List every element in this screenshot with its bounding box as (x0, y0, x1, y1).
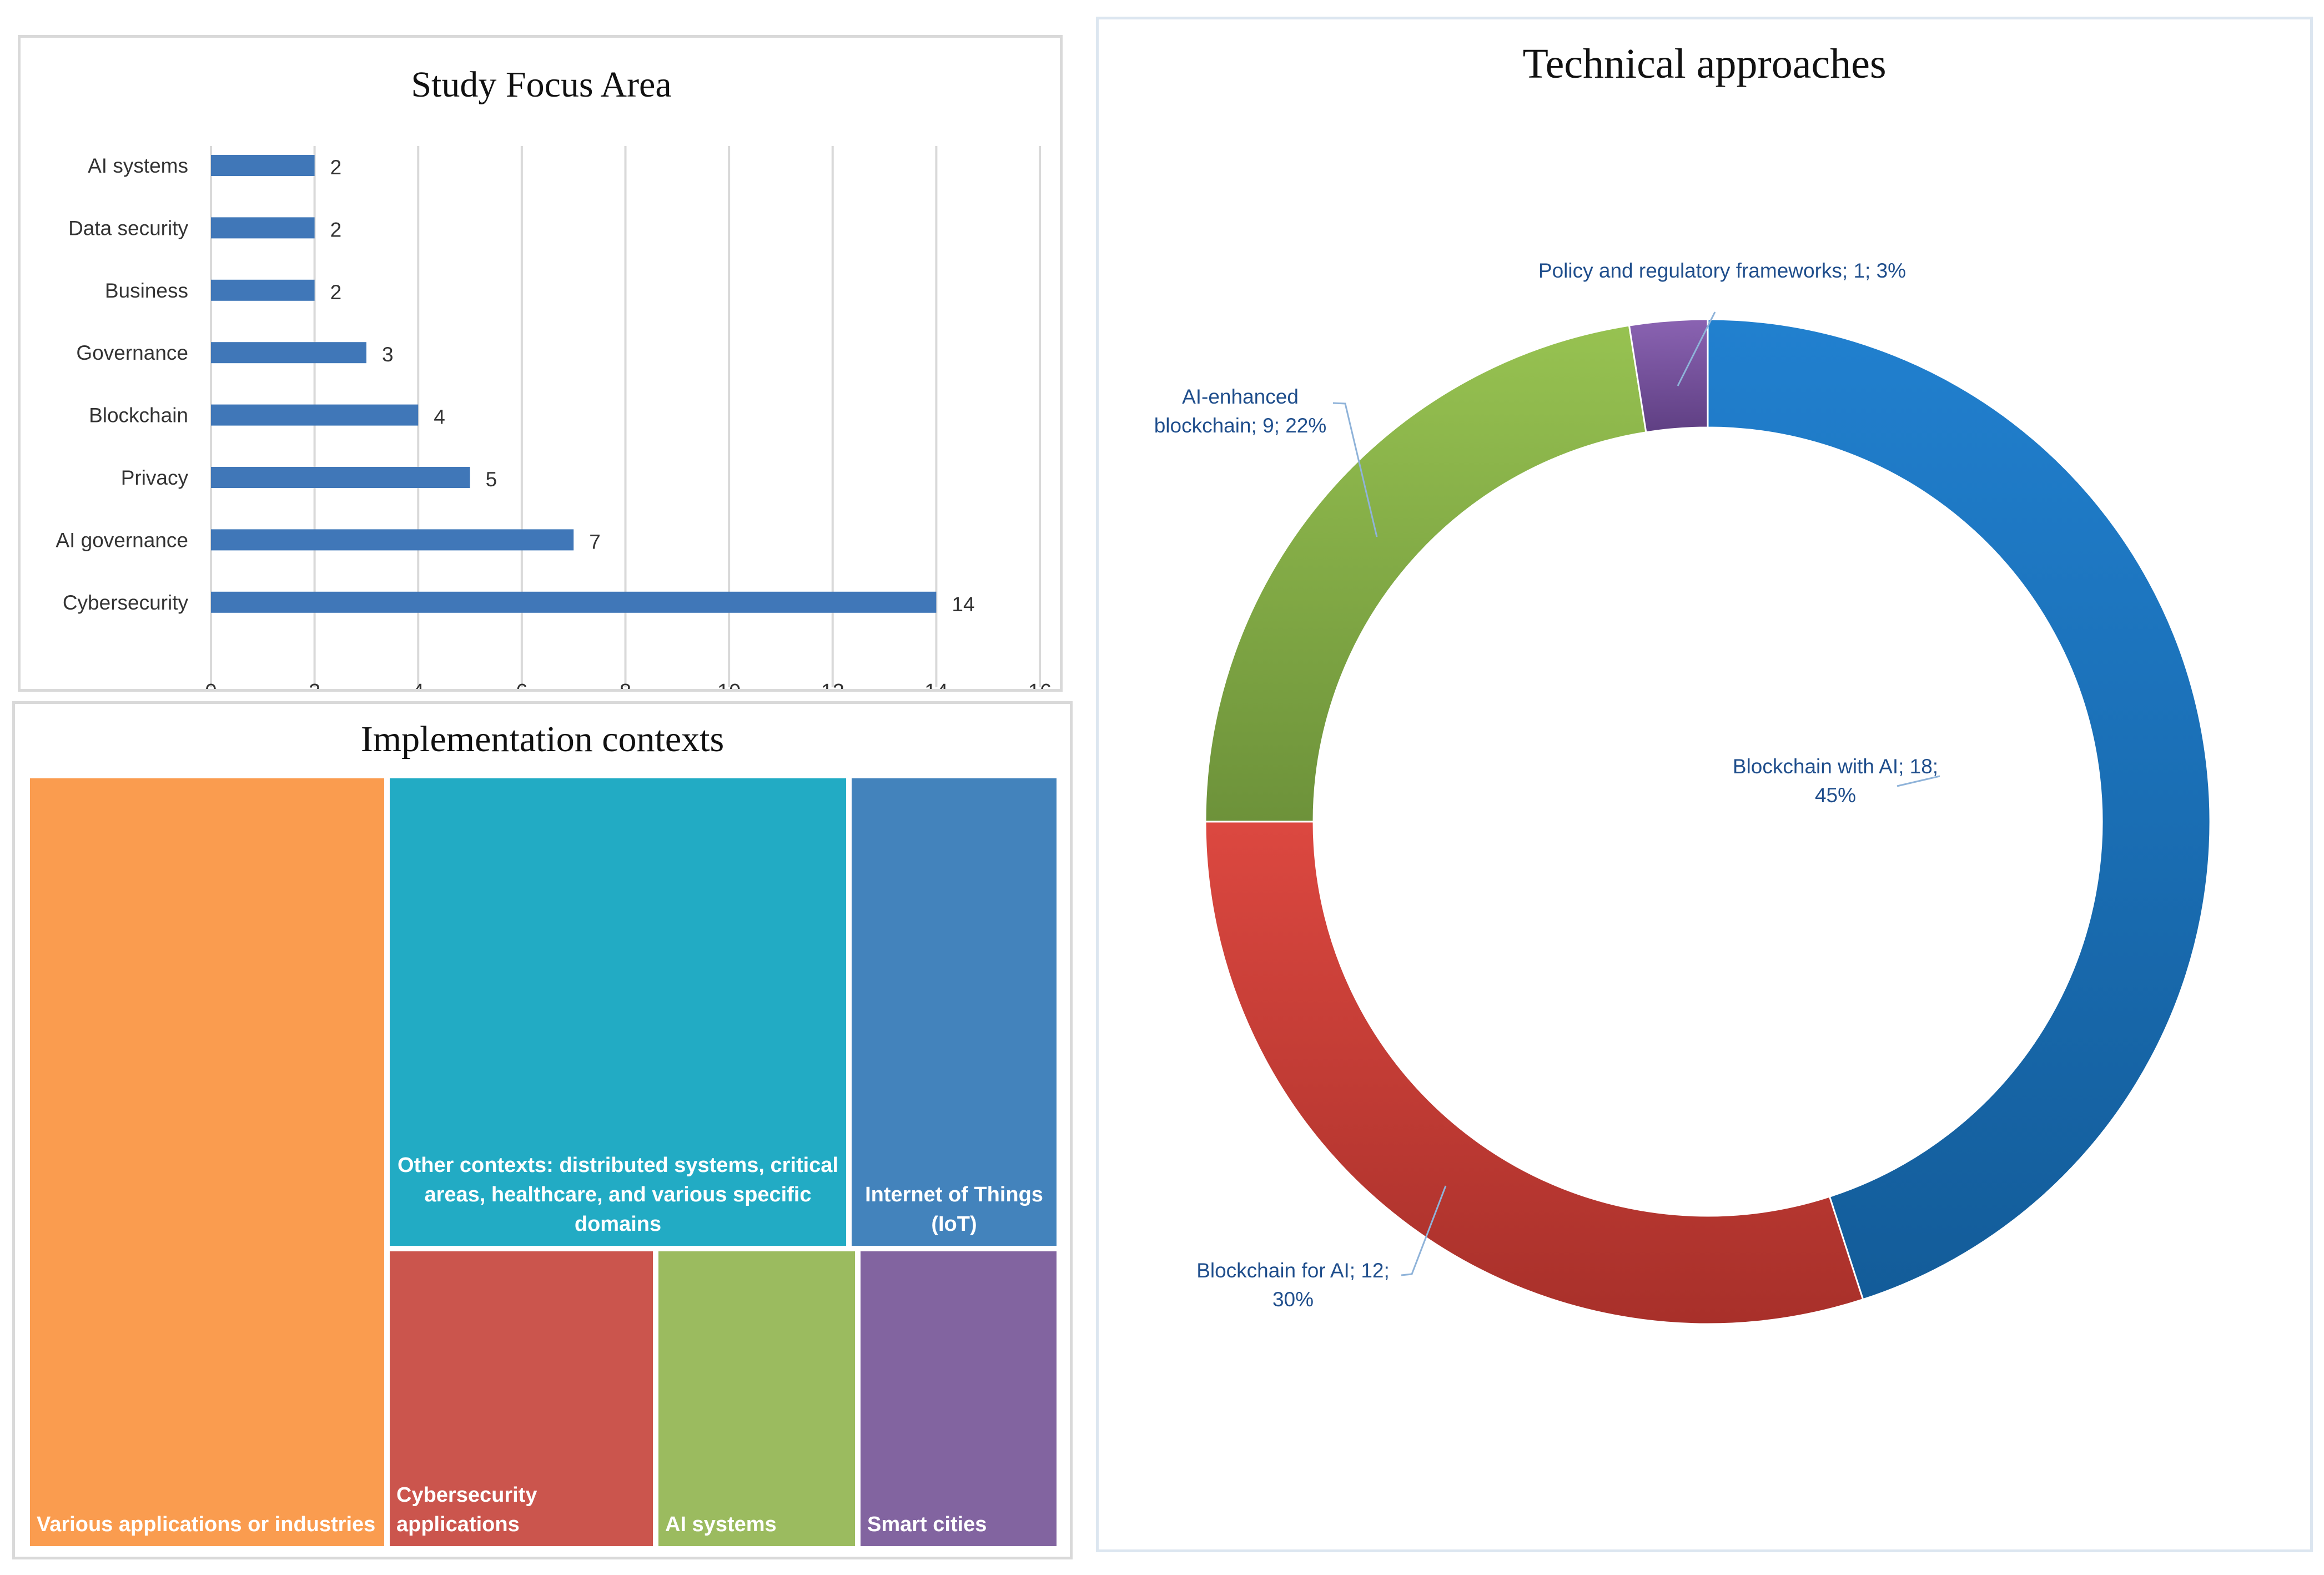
treemap-tile-ai-systems: AI systems (656, 1249, 858, 1549)
leader-line (1332, 402, 1378, 537)
slice-label: Blockchain with AI; 18; (1733, 755, 1938, 778)
technical-approaches-panel: Technical approaches Blockchain with AI;… (1096, 17, 2313, 1552)
treemap-label-ai-systems: AI systems (665, 1513, 777, 1536)
bar (211, 467, 470, 488)
slice-label: AI-enhanced (1182, 385, 1299, 408)
leader-line (1401, 1185, 1447, 1276)
leader-line (1897, 775, 1940, 787)
bar (211, 342, 366, 364)
treemap-tile-other-contexts: Other contexts: distributed systems, cri… (387, 776, 849, 1249)
treemap-label-line: applications (396, 1513, 520, 1536)
category-label: AI systems (88, 154, 188, 177)
donut-slice-blockchain-for-ai (1204, 821, 1864, 1325)
treemap-tile-smart-cities: Smart cities (858, 1249, 1059, 1549)
slice-label: Blockchain for AI; 12; (1196, 1259, 1390, 1282)
treemap-tile-cybersecurity-applications: Cybersecurity applications (387, 1249, 656, 1549)
category-label: Cybersecurity (63, 591, 189, 614)
donut-slices (1204, 318, 2211, 1325)
treemap-label-line: Other contexts: distributed systems, cri… (397, 1154, 838, 1177)
treemap-label-line: areas, healthcare, and various specific (424, 1183, 812, 1206)
x-axis-tick-labels: 0 2 4 6 8 10 12 14 16 (205, 680, 1052, 689)
technical-approaches-title: Technical approaches (1522, 41, 1886, 87)
treemap-label-line: (IoT) (931, 1212, 977, 1236)
treemap-label-various-applications: Various applications or industries (37, 1513, 376, 1536)
donut-slice-blockchain-with-ai (1707, 318, 2211, 1301)
donut-slice-ai-enhanced-blockchain (1204, 324, 1647, 823)
x-tick-label: 0 (205, 680, 217, 689)
bar (211, 217, 315, 239)
bar-value-label: 7 (589, 530, 601, 553)
treemap-label-line: Internet of Things (865, 1183, 1043, 1206)
leader-line (1677, 311, 1716, 386)
category-label: AI governance (56, 529, 188, 551)
x-tick-label: 16 (1028, 680, 1052, 689)
implementation-contexts-title-holder: Implementation contexts (361, 719, 724, 759)
donut-slice-policy-regulatory (1628, 318, 1709, 434)
x-tick-label: 14 (924, 680, 948, 689)
treemap-tile-iot: Internet of Things (IoT) (849, 776, 1059, 1249)
category-labels: AI systems Data security Business Governanc… (56, 154, 188, 614)
category-label: Privacy (121, 466, 189, 489)
bar (211, 404, 419, 426)
slice-label: blockchain; 9; 22% (1154, 414, 1327, 437)
bar (211, 155, 315, 176)
x-tick-label: 2 (309, 680, 320, 689)
category-label: Data security (68, 217, 188, 239)
treemap-label-smart-cities: Smart cities (867, 1513, 987, 1536)
leader-lines (1332, 311, 1940, 1276)
category-label: Business (105, 279, 188, 302)
implementation-contexts-panel: Implementation contexts Various applicat… (12, 701, 1073, 1559)
study-focus-area-chart: Study Focus Area AI systems Data security… (56, 64, 1052, 689)
slice-label: Policy and regulatory frameworks; 1; 3% (1538, 259, 1906, 282)
bar-value-label: 3 (382, 343, 394, 366)
treemap-label-other-contexts: Other contexts: distributed systems, cri… (390, 1151, 846, 1239)
bar-value-label: 2 (330, 156, 342, 179)
study-focus-area-panel: Study Focus Area AI systems Data security… (18, 35, 1063, 692)
x-tick-label: 10 (717, 680, 741, 689)
x-tick-label: 6 (516, 680, 527, 689)
category-label: Blockchain (89, 404, 188, 427)
implementation-contexts-title: Implementation contexts (361, 719, 724, 759)
treemap-label-iot: Internet of Things (IoT) (852, 1180, 1057, 1239)
technical-approaches-chart: Technical approaches Blockchain with AI;… (1154, 41, 2211, 1325)
treemap-label-line: Cybersecurity (396, 1483, 537, 1507)
x-tick-label: 4 (413, 680, 424, 689)
x-tick-label: 12 (821, 680, 844, 689)
value-labels: 2 2 2 3 4 5 7 14 (330, 156, 975, 616)
bar (211, 591, 937, 613)
bar-value-label: 2 (330, 281, 342, 304)
x-tick-label: 8 (620, 680, 631, 689)
treemap-tile-various-applications: Various applications or industries (27, 776, 387, 1549)
slice-labels: Blockchain with AI; 18; 45% Blockchain for… (1154, 259, 1938, 1311)
treemap-label-cybersecurity-applications: Cybersecurity applications (396, 1481, 537, 1539)
bar-value-label: 2 (330, 218, 342, 241)
study-focus-area-title: Study Focus Area (411, 64, 671, 105)
category-label: Governance (76, 341, 188, 364)
slice-label: 30% (1272, 1288, 1314, 1311)
bar-value-label: 4 (434, 406, 445, 429)
bar-value-label: 5 (486, 468, 497, 491)
treemap-label-line: domains (574, 1212, 662, 1236)
bar (211, 279, 315, 301)
bar (211, 529, 574, 551)
bars (211, 155, 937, 613)
slice-label: 45% (1815, 784, 1856, 807)
bar-value-label: 14 (952, 593, 974, 616)
